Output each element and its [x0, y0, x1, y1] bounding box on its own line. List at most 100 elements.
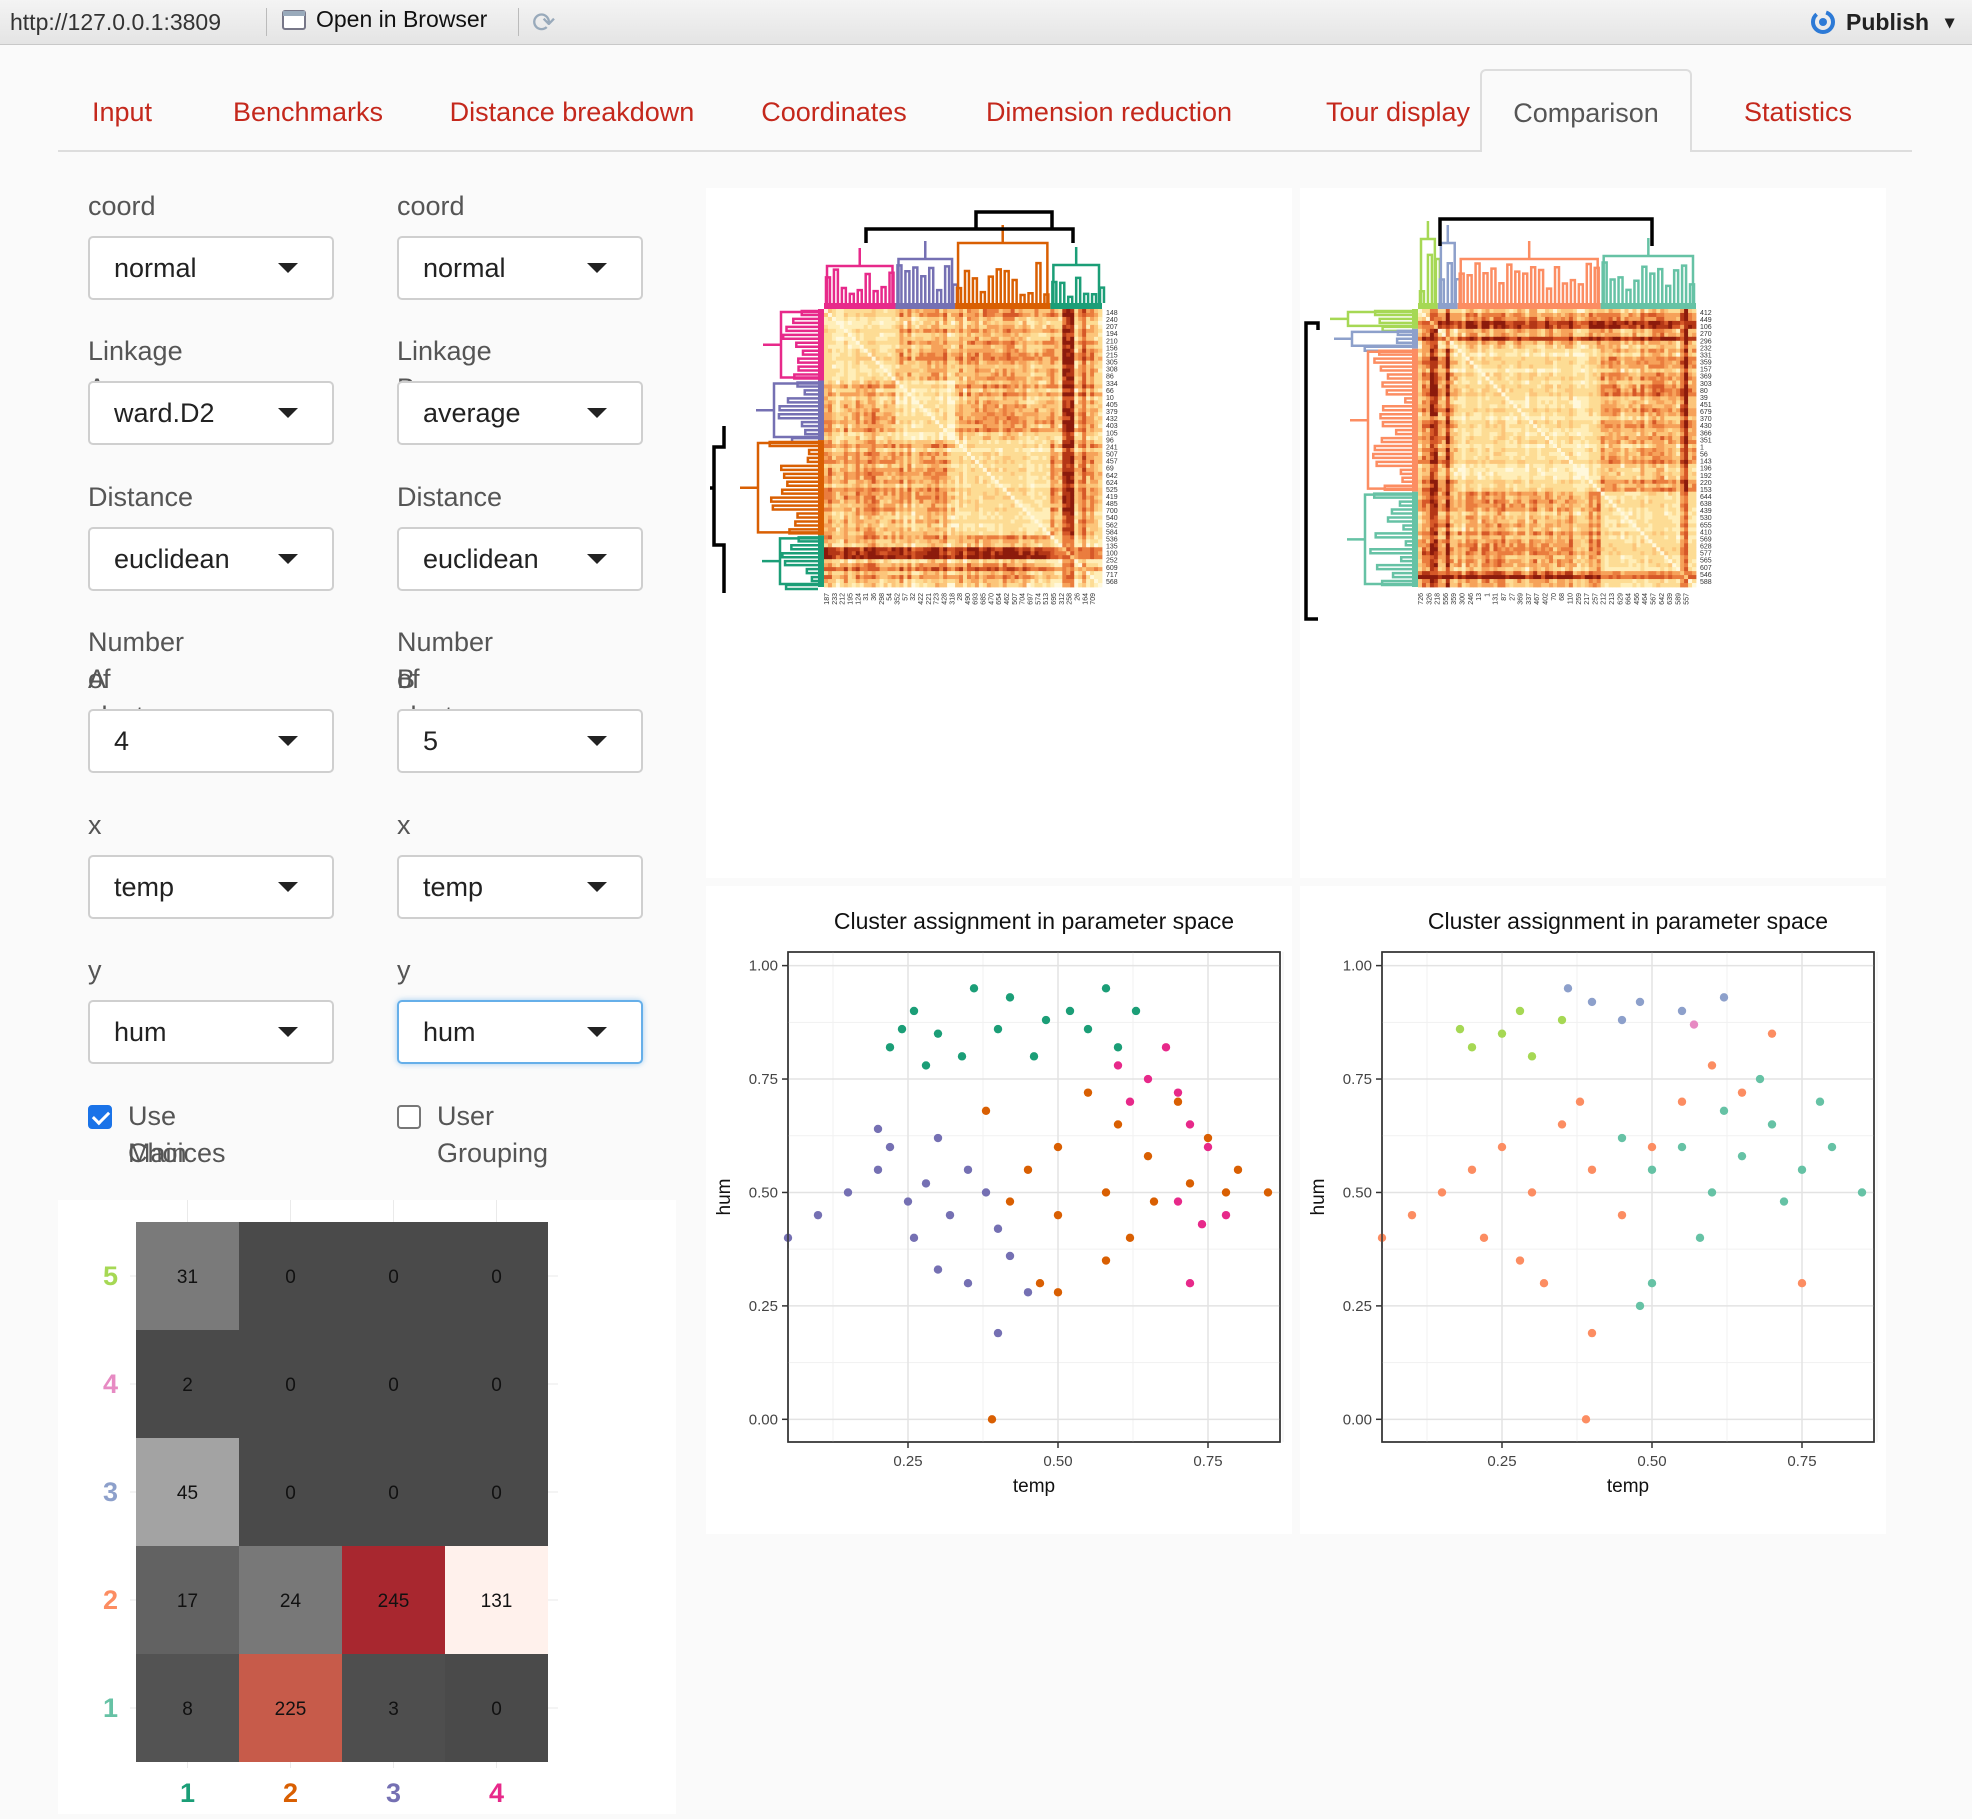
heatmap-a-matrix-cell: [927, 349, 931, 353]
heatmap-a-matrix-cell: [1074, 436, 1078, 440]
linkage-b-select[interactable]: average: [397, 381, 643, 445]
heatmap-a-matrix-cell: [872, 488, 876, 492]
heatmap-a-matrix-cell: [959, 313, 963, 317]
x-b-select[interactable]: temp: [397, 855, 643, 919]
tab-dimension-reduction[interactable]: Dimension reduction: [956, 70, 1262, 150]
heatmap-a-matrix-cell: [828, 535, 832, 539]
heatmap-a-matrix-cell: [852, 337, 856, 341]
heatmap-a-matrix-cell: [884, 543, 888, 547]
heatmap-a-matrix-cell: [995, 496, 999, 500]
clusters-a-select[interactable]: 4: [88, 709, 334, 773]
distance-b-select[interactable]: euclidean: [397, 527, 643, 591]
heatmap-a-matrix-cell: [1034, 325, 1038, 329]
tab-coordinates[interactable]: Coordinates: [738, 70, 930, 150]
linkage-a-select[interactable]: ward.D2: [88, 381, 334, 445]
heatmap-a-matrix-cell: [979, 448, 983, 452]
heatmap-a-matrix-cell: [979, 571, 983, 575]
heatmap-a-matrix-cell: [995, 400, 999, 404]
heatmap-a-matrix-cell: [935, 555, 939, 559]
heatmap-a-matrix-cell: [1066, 559, 1070, 563]
heatmap-a-matrix-cell: [923, 551, 927, 555]
distance-a-select[interactable]: euclidean: [88, 527, 334, 591]
heatmap-a-matrix-cell: [856, 369, 860, 373]
heatmap-a-matrix-cell: [1066, 472, 1070, 476]
heatmap-a-matrix-cell: [824, 373, 828, 377]
heatmap-a-matrix-cell: [1082, 571, 1086, 575]
heatmap-a-matrix-cell: [832, 472, 836, 476]
heatmap-a-matrix-cell: [995, 365, 999, 369]
heatmap-a-matrix-cell: [955, 408, 959, 412]
heatmap-a-matrix-cell: [1019, 432, 1023, 436]
heatmap-a-matrix-cell: [987, 396, 991, 400]
heatmap-a-matrix-cell: [899, 567, 903, 571]
heatmap-a-matrix-cell: [995, 357, 999, 361]
publish-button[interactable]: Publish ▾: [1808, 7, 1954, 37]
heatmap-a-matrix-cell: [967, 353, 971, 357]
heatmap-a-matrix-cell: [1023, 531, 1027, 535]
heatmap-a-matrix-cell: [868, 345, 872, 349]
tab-distance-breakdown[interactable]: Distance breakdown: [432, 70, 712, 150]
y-b-select[interactable]: hum: [397, 1000, 643, 1064]
heatmap-a-matrix-cell: [1042, 420, 1046, 424]
heatmap-a-matrix-cell: [915, 321, 919, 325]
tab-benchmarks[interactable]: Benchmarks: [208, 70, 408, 150]
coord-b-select[interactable]: normal: [397, 236, 643, 300]
heatmap-a-matrix-cell: [832, 392, 836, 396]
use-main-choices-checkbox[interactable]: [88, 1105, 112, 1129]
heatmap-a-matrix-cell: [1090, 448, 1094, 452]
heatmap-a-matrix-cell: [983, 444, 987, 448]
heatmap-a-matrix-cell: [1038, 321, 1042, 325]
tab-statistics[interactable]: Statistics: [1716, 70, 1880, 150]
heatmap-a-matrix-cell: [1023, 579, 1027, 583]
clusters-b-select[interactable]: 5: [397, 709, 643, 773]
heatmap-a-matrix-cell: [959, 420, 963, 424]
heatmap-a-matrix-cell: [999, 547, 1003, 551]
heatmap-a-matrix-cell: [884, 464, 888, 468]
heatmap-a-matrix-cell: [1062, 365, 1066, 369]
heatmap-a-matrix-cell: [1082, 444, 1086, 448]
heatmap-a-matrix-cell: [963, 456, 967, 460]
heatmap-a-matrix-cell: [1054, 472, 1058, 476]
heatmap-a-matrix-cell: [828, 396, 832, 400]
heatmap-a-matrix-cell: [991, 321, 995, 325]
heatmap-a-matrix-cell: [943, 349, 947, 353]
heatmap-a-matrix-cell: [840, 480, 844, 484]
heatmap-a-matrix-cell: [1098, 392, 1102, 396]
heatmap-a-matrix-cell: [1082, 523, 1086, 527]
heatmap-a-matrix-cell: [1058, 396, 1062, 400]
heatmap-a-matrix-cell: [915, 408, 919, 412]
tab-input[interactable]: Input: [58, 70, 186, 150]
heatmap-a-matrix-cell: [987, 456, 991, 460]
y-a-select[interactable]: hum: [88, 1000, 334, 1064]
x-a-select[interactable]: temp: [88, 855, 334, 919]
heatmap-a-matrix-cell: [844, 345, 848, 349]
heatmap-a-matrix-cell: [1034, 420, 1038, 424]
heatmap-a-matrix-cell: [1078, 551, 1082, 555]
heatmap-a-matrix-cell: [943, 535, 947, 539]
heatmap-a-matrix-cell: [856, 488, 860, 492]
coord-a-select[interactable]: normal: [88, 236, 334, 300]
heatmap-a-matrix-cell: [1050, 555, 1054, 559]
heatmap-a-matrix-cell: [931, 440, 935, 444]
user-grouping-checkbox[interactable]: [397, 1105, 421, 1129]
refresh-icon[interactable]: ⟳: [532, 6, 555, 39]
heatmap-a-matrix-cell: [836, 523, 840, 527]
heatmap-a-matrix-cell: [927, 321, 931, 325]
heatmap-a-matrix-cell: [840, 539, 844, 543]
heatmap-a-matrix-cell: [1019, 420, 1023, 424]
heatmap-a-matrix-cell: [983, 436, 987, 440]
heatmap-a-matrix-cell: [947, 444, 951, 448]
heatmap-a-matrix-cell: [1038, 539, 1042, 543]
tab-tour-display[interactable]: Tour display: [1290, 70, 1506, 150]
heatmap-a-matrix-cell: [840, 357, 844, 361]
heatmap-a-matrix-cell: [931, 416, 935, 420]
heatmap-a-matrix-cell: [1023, 333, 1027, 337]
open-in-browser-button[interactable]: Open in Browser: [280, 6, 487, 33]
heatmap-a-matrix-cell: [1070, 400, 1074, 404]
heatmap-a-matrix-cell: [1031, 420, 1035, 424]
heatmap-a-matrix-cell: [848, 325, 852, 329]
heatmap-a-matrix-cell: [1007, 432, 1011, 436]
tab-comparison[interactable]: Comparison: [1480, 69, 1692, 152]
heatmap-a-matrix-cell: [943, 563, 947, 567]
chevron-down-icon[interactable]: ▾: [1945, 12, 1954, 33]
